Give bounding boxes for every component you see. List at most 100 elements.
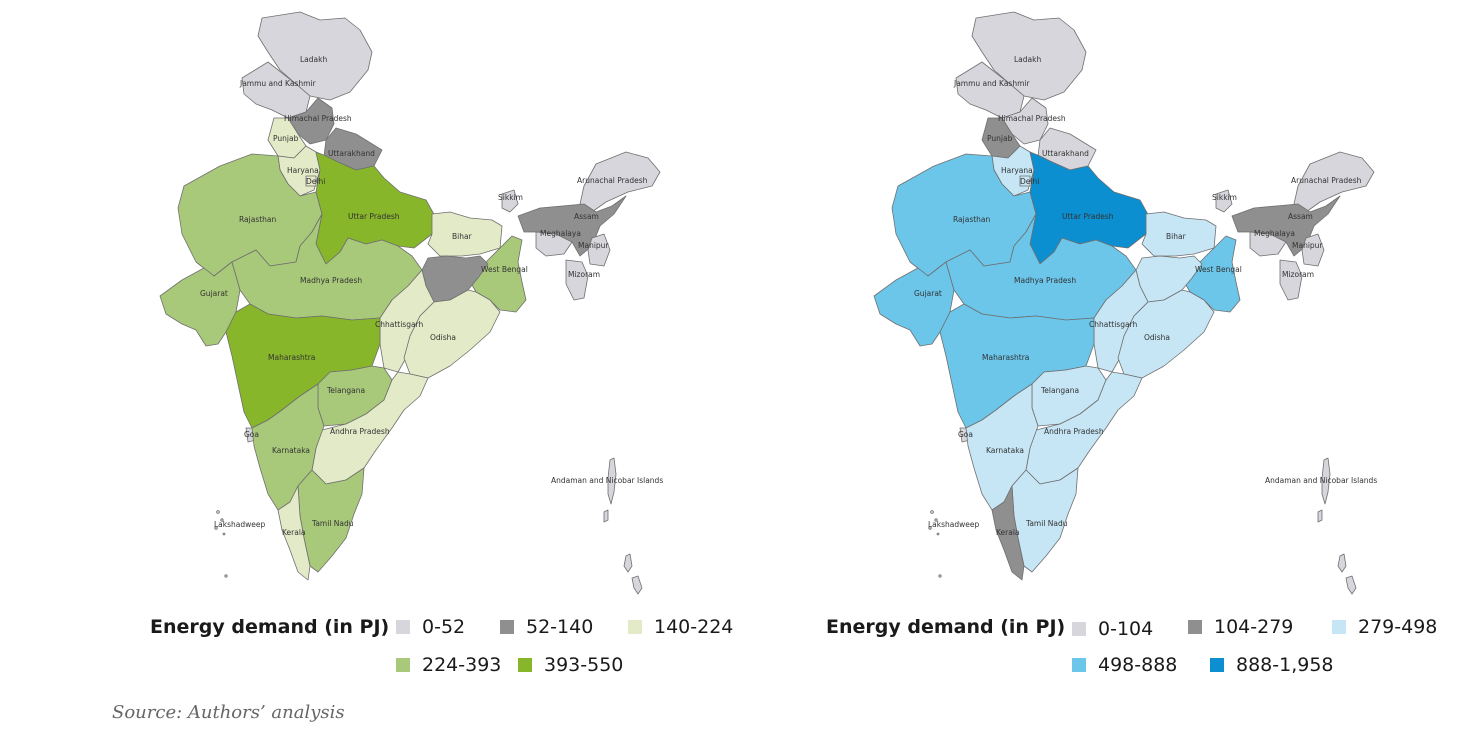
label-ladakh: Ladakh — [300, 55, 327, 64]
state-assam — [517, 195, 627, 257]
legend-swatch — [500, 620, 514, 634]
lakshadweep-islands — [214, 510, 228, 578]
state-odisha — [403, 289, 501, 379]
legend-item: 279-498 — [1332, 616, 1437, 638]
legend-left: Energy demand (in PJ) 0-52 52-140 140-22… — [150, 616, 750, 686]
label-goa: Goa — [958, 430, 973, 439]
state-karnataka — [251, 383, 325, 511]
label-bihar: Bihar — [452, 232, 473, 241]
label-up: Uttar Pradesh — [1062, 212, 1114, 221]
label-sikkim: Sikkim — [1212, 193, 1237, 202]
legend-swatch — [396, 620, 410, 634]
state-arunachal — [1293, 151, 1375, 213]
state-meghalaya — [1249, 231, 1287, 257]
state-manipur — [1301, 233, 1325, 267]
label-arunachal: Arunachal Pradesh — [1291, 176, 1362, 185]
legend-label: 0-52 — [422, 616, 466, 638]
legend-label: 0-104 — [1098, 618, 1154, 640]
label-wb: West Bengal — [481, 265, 528, 274]
label-manipur: Manipur — [578, 241, 609, 250]
legend-swatch — [1188, 620, 1202, 634]
label-punjab: Punjab — [987, 134, 1013, 143]
state-odisha — [1117, 289, 1215, 379]
label-chhattisgarh: Chhattisgarh — [375, 320, 424, 329]
legend-swatch — [1332, 620, 1346, 634]
state-bihar — [427, 211, 503, 257]
label-goa: Goa — [244, 430, 259, 439]
lakshadweep-islands — [928, 510, 942, 578]
label-odisha: Odisha — [1144, 333, 1170, 342]
state-bihar — [1141, 211, 1217, 257]
andaman-islands — [603, 457, 643, 595]
label-haryana: Haryana — [1001, 166, 1033, 175]
legend-label: 104-279 — [1214, 616, 1294, 638]
label-mp: Madhya Pradesh — [300, 276, 362, 285]
legend-item: 140-224 — [628, 616, 733, 638]
state-meghalaya — [535, 231, 573, 257]
label-jk: Jammu and Kashmir — [953, 79, 1030, 88]
legend-label: 52-140 — [526, 616, 594, 638]
label-kerala: Kerala — [282, 528, 306, 537]
label-uttarakhand: Uttarakhand — [1042, 149, 1089, 158]
state-arunachal — [579, 151, 661, 213]
label-delhi: Delhi — [306, 177, 325, 186]
label-ap: Andhra Pradesh — [1044, 427, 1104, 436]
label-kerala: Kerala — [996, 528, 1020, 537]
label-telangana: Telangana — [326, 386, 365, 395]
label-ap: Andhra Pradesh — [330, 427, 390, 436]
legend-item: 498-888 — [1072, 654, 1177, 676]
map-right: Ladakh Jammu and Kashmir Himachal Prades… — [873, 11, 1377, 595]
label-rajasthan: Rajasthan — [953, 215, 991, 224]
legend-label: 393-550 — [544, 654, 624, 676]
label-delhi: Delhi — [1020, 177, 1039, 186]
legend-label: 140-224 — [654, 616, 734, 638]
state-mizoram — [1279, 259, 1303, 301]
label-arunachal: Arunachal Pradesh — [577, 176, 648, 185]
label-tn: Tamil Nadu — [1025, 519, 1068, 528]
label-assam: Assam — [574, 212, 599, 221]
label-rajasthan: Rajasthan — [239, 215, 277, 224]
label-gujarat: Gujarat — [914, 289, 942, 298]
legend-right: Energy demand (in PJ) 0-104 104-279 279-… — [826, 616, 1466, 686]
source-note: Source: Authors’ analysis — [112, 702, 345, 723]
legend-item: 0-104 — [1072, 618, 1153, 640]
state-manipur — [587, 233, 611, 267]
label-lakshadweep: Lakshadweep — [928, 520, 979, 529]
label-hp: Himachal Pradesh — [998, 114, 1066, 123]
label-haryana: Haryana — [287, 166, 319, 175]
legend-item: 104-279 — [1188, 616, 1293, 638]
legend-label: 498-888 — [1098, 654, 1178, 676]
label-lakshadweep: Lakshadweep — [214, 520, 265, 529]
legend-label: 888-1,958 — [1236, 654, 1334, 676]
state-delhi — [1019, 175, 1031, 187]
label-maharashtra: Maharashtra — [268, 353, 315, 362]
label-bihar: Bihar — [1166, 232, 1187, 241]
label-maharashtra: Maharashtra — [982, 353, 1029, 362]
legend-title: Energy demand (in PJ) — [826, 616, 1066, 638]
label-wb: West Bengal — [1195, 265, 1242, 274]
state-ladakh — [971, 11, 1087, 101]
label-karnataka: Karnataka — [272, 446, 310, 455]
label-gujarat: Gujarat — [200, 289, 228, 298]
label-uttarakhand: Uttarakhand — [328, 149, 375, 158]
legend-swatch — [518, 658, 532, 672]
state-hp — [287, 97, 335, 145]
state-kerala — [991, 485, 1025, 581]
map-left: Ladakh Jammu and Kashmir Himachal Prades… — [159, 11, 663, 595]
state-mizoram — [565, 259, 589, 301]
label-mizoram: Mizoram — [568, 270, 600, 279]
label-telangana: Telangana — [1040, 386, 1079, 395]
legend-item: 0-52 — [396, 616, 465, 638]
state-sikkim — [1215, 189, 1233, 213]
label-tn: Tamil Nadu — [311, 519, 354, 528]
label-andaman: Andaman and Nicobar Islands — [551, 476, 663, 485]
andaman-islands — [1317, 457, 1357, 595]
label-up: Uttar Pradesh — [348, 212, 400, 221]
legend-item: 888-1,958 — [1210, 654, 1334, 676]
legend-swatch — [1072, 622, 1086, 636]
state-delhi — [305, 175, 317, 187]
label-sikkim: Sikkim — [498, 193, 523, 202]
legend-swatch — [396, 658, 410, 672]
label-jk: Jammu and Kashmir — [239, 79, 316, 88]
legend-swatch — [1210, 658, 1224, 672]
